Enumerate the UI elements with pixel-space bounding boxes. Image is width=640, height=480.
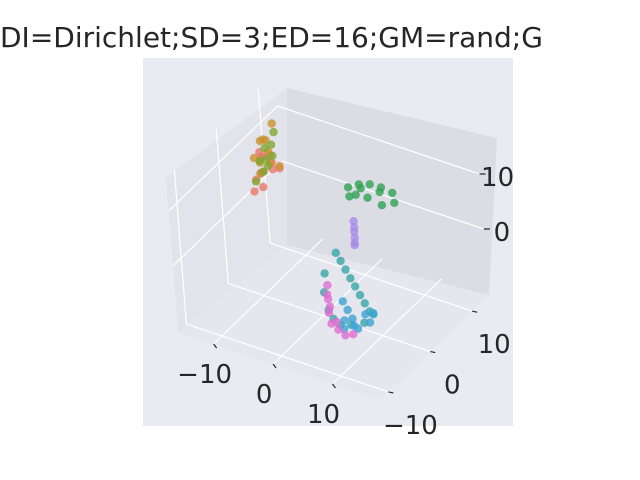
data-point-series-5 [340,316,349,325]
x-tick-label: −10 [177,360,232,390]
data-point-series-3 [390,198,399,207]
x-tick-mark [331,383,336,389]
x-grid-line [332,278,442,385]
data-point-series-4 [341,265,350,274]
data-point-series-3 [375,187,384,197]
data-point-series-3 [365,180,374,189]
data-point-series-5 [365,318,375,327]
data-point-series-4 [346,274,355,283]
data-point-series-7 [323,281,332,290]
x-tick-mark [272,363,277,369]
y-grid-line [173,169,187,324]
z-tick-label: 10 [481,163,514,193]
data-point-series-2 [261,154,271,164]
data-point-series-4 [336,256,345,266]
data-point-series-3 [356,184,365,193]
data-point-series-3 [377,201,387,210]
data-point-series-2 [269,127,278,137]
data-point-series-3 [363,193,372,202]
data-point-series-4 [320,269,329,278]
data-point-series-1 [267,119,276,128]
data-point-series-4 [355,290,365,300]
grid-lines [168,89,485,393]
data-point-series-7 [322,290,332,299]
data-point-series-2 [268,151,277,160]
data-point-series-0 [259,182,268,192]
data-point-series-6 [350,233,359,242]
y-grid-line [186,323,389,393]
data-point-series-5 [343,305,352,315]
y-tick-mark [388,391,394,394]
data-point-series-3 [351,190,360,199]
chart-title: DI=Dirichlet;SD=3;ED=16;GM=rand;G [0,21,543,54]
data-point-series-2 [266,140,276,149]
data-point-series-3 [343,183,353,192]
y-tick-label: −10 [383,411,438,441]
data-point-series-7 [349,330,358,339]
data-point-series-3 [345,192,354,201]
data-point-series-5 [369,309,378,318]
data-point-series-0 [250,187,259,196]
z-grid-line [168,105,278,212]
data-point-series-4 [331,248,340,257]
data-point-series-2 [255,156,264,166]
x-grid-line [213,238,324,345]
z-tick-label: 0 [494,218,511,248]
y-grid-line [215,129,229,284]
data-point-series-7 [332,317,341,327]
y-tick-label: 0 [444,371,461,401]
y-tick-mark [430,350,436,354]
data-point-series-3 [388,188,397,198]
data-point-series-4 [360,299,369,308]
data-point-series-6 [350,241,359,250]
z-grid-line [281,160,485,230]
x-tick-mark [213,343,218,349]
z-grid-line [172,160,283,267]
data-point-series-5 [353,324,363,333]
data-point-series-2 [251,177,261,186]
data-point-series-1 [275,161,284,171]
data-point-series-5 [348,314,357,323]
data-point-series-1 [255,136,265,146]
data-point-series-6 [349,217,358,226]
y-grid-line [228,282,431,353]
data-point-series-5 [361,310,370,319]
data-point-series-7 [334,325,343,334]
data-point-series-7 [325,302,335,311]
y-tick-mark [472,310,478,313]
data-point-series-6 [350,223,359,232]
data-point-series-7 [341,331,350,340]
scatter-points [249,119,399,340]
data-point-series-5 [338,297,347,306]
data-point-series-2 [259,167,268,176]
y-grid-line [270,242,473,312]
z-grid-line [277,105,480,175]
x-tick-label: 0 [256,380,273,410]
data-point-series-4 [350,282,360,291]
data-point-series-2 [260,143,269,153]
x-tick-label: 10 [307,400,340,430]
data-point-series-7 [324,308,334,318]
y-tick-label: 10 [478,330,511,360]
